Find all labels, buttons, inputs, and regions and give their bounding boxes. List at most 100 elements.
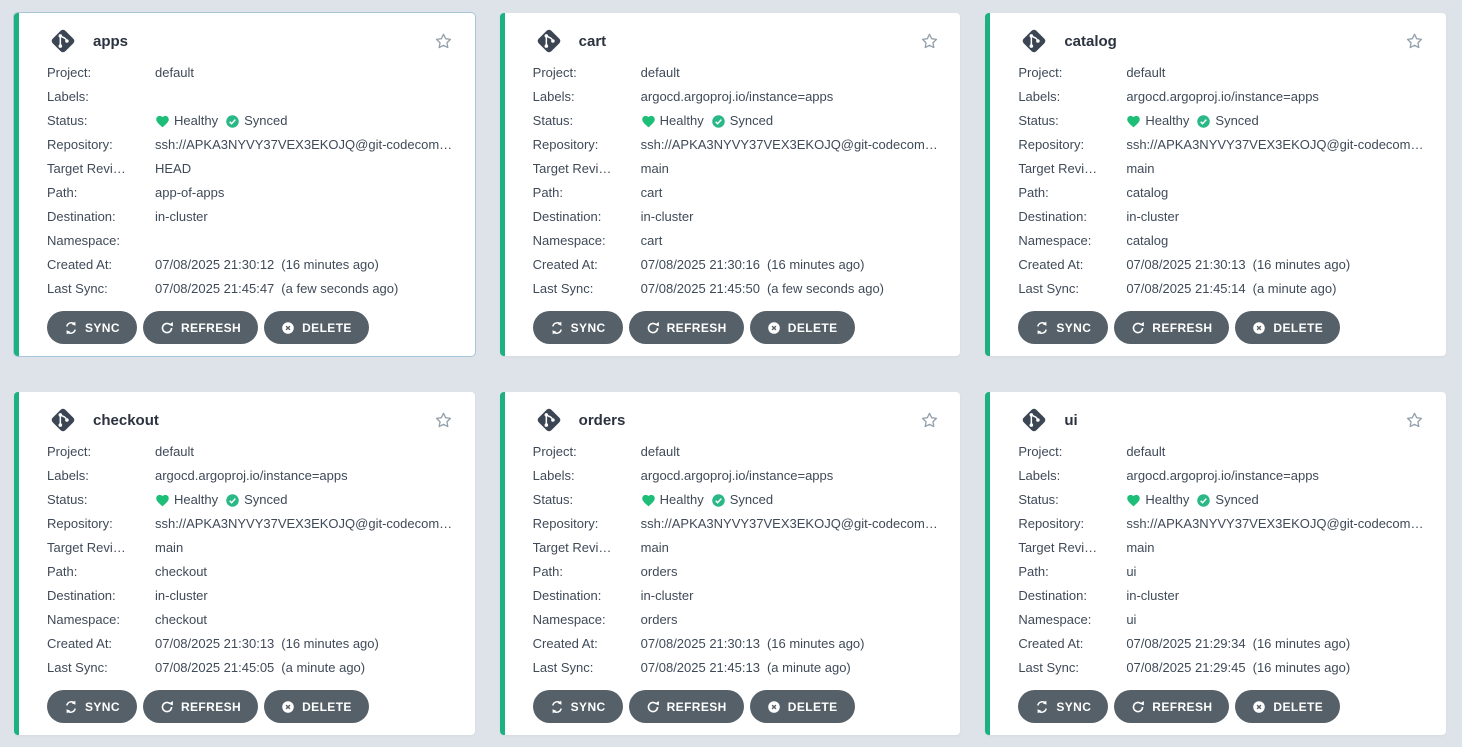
field-label-created-at: Created At:	[532, 636, 598, 651]
last-sync-datetime: 07/08/2025 21:45:05	[155, 660, 275, 675]
application-git-icon	[1018, 25, 1050, 57]
field-value-repository: ssh://APKA3NYVY37VEX3EKOJQ@git-codecom…	[155, 516, 453, 531]
health-status-text: Healthy	[659, 492, 704, 507]
field-label-last-sync: Last Sync:	[47, 660, 108, 675]
field-row-target-revision: Target Revi… HEAD	[47, 157, 455, 181]
delete-button[interactable]: DELETE	[264, 311, 369, 344]
delete-button[interactable]: DELETE	[749, 311, 855, 344]
refresh-button[interactable]: REFRESH	[628, 311, 744, 344]
health-status-text: Healthy	[1145, 492, 1190, 507]
field-label-target-revision: Target Revi…	[47, 540, 126, 555]
sync-button[interactable]: SYNC	[532, 690, 623, 723]
field-row-last-sync: Last Sync: 07/08/2025 21:45:14 (a minute…	[1018, 277, 1426, 301]
field-row-destination: Destination: in-cluster	[1018, 584, 1426, 608]
favorite-star-button[interactable]	[918, 30, 940, 52]
field-value-status: Healthy Synced	[1126, 109, 1426, 133]
favorite-star-button[interactable]	[433, 409, 455, 431]
field-label-path: Path:	[532, 564, 564, 579]
field-value-created-at: 07/08/2025 21:30:12 (16 minutes ago)	[155, 253, 455, 277]
sync-button[interactable]: SYNC	[1018, 311, 1109, 344]
field-value-namespace: orders	[640, 612, 678, 627]
field-value-repository: ssh://APKA3NYVY37VEX3EKOJQ@git-codecom…	[640, 516, 938, 531]
field-label-last-sync: Last Sync:	[1018, 660, 1080, 675]
field-label-target-revision: Target Revi…	[47, 161, 126, 176]
field-label-created-at: Created At:	[1018, 257, 1084, 272]
sync-button-label: SYNC	[85, 699, 120, 714]
field-row-namespace: Namespace: ui	[1018, 608, 1426, 632]
field-label-last-sync: Last Sync:	[532, 281, 594, 296]
favorite-star-button[interactable]	[433, 30, 455, 52]
refresh-icon	[1131, 700, 1145, 714]
field-value-path: ui	[1126, 564, 1137, 579]
delete-icon	[767, 321, 781, 335]
field-row-repository: Repository: ssh://APKA3NYVY37VEX3EKOJQ@g…	[1018, 133, 1426, 157]
field-value-target-revision: main	[640, 540, 669, 555]
health-heart-icon	[155, 114, 170, 129]
star-icon	[1404, 410, 1425, 431]
field-label-repository: Repository:	[532, 516, 599, 531]
field-value-project: default	[155, 65, 195, 80]
field-value-repository: ssh://APKA3NYVY37VEX3EKOJQ@git-codecom…	[1126, 516, 1424, 531]
field-label-destination: Destination:	[1018, 588, 1087, 603]
last-sync-datetime: 07/08/2025 21:45:47	[155, 281, 275, 296]
created-at-relative: (16 minutes ago)	[1252, 636, 1351, 651]
refresh-button[interactable]: REFRESH	[628, 690, 744, 723]
application-tile-apps[interactable]: apps Project: default Labels: Status:	[14, 13, 475, 356]
field-value-created-at: 07/08/2025 21:30:13 (16 minutes ago)	[1126, 253, 1426, 277]
favorite-star-button[interactable]	[1404, 30, 1426, 52]
field-value-created-at: 07/08/2025 21:29:34 (16 minutes ago)	[1126, 632, 1426, 656]
sync-button[interactable]: SYNC	[47, 690, 137, 723]
application-tile-orders[interactable]: orders Project: default Labels: argocd.a…	[499, 392, 961, 735]
created-at-datetime: 07/08/2025 21:30:13	[1126, 257, 1246, 272]
field-value-namespace: checkout	[155, 612, 208, 627]
delete-button-label: DELETE	[787, 699, 838, 714]
field-row-project: Project: default	[533, 61, 941, 85]
refresh-button[interactable]: REFRESH	[142, 690, 259, 723]
field-label-project: Project:	[1018, 444, 1063, 459]
field-label-path: Path:	[532, 185, 564, 200]
favorite-star-button[interactable]	[1404, 409, 1426, 431]
field-row-created-at: Created At: 07/08/2025 21:30:13 (16 minu…	[533, 632, 941, 656]
sync-button[interactable]: SYNC	[532, 311, 623, 344]
sync-button[interactable]: SYNC	[1018, 690, 1109, 723]
refresh-icon	[160, 321, 174, 335]
favorite-star-button[interactable]	[918, 409, 940, 431]
refresh-button[interactable]: REFRESH	[142, 311, 259, 344]
tile-actions: SYNC REFRESH DELETE	[47, 690, 455, 723]
sync-status-text: Synced	[244, 492, 288, 507]
field-label-labels: Labels:	[1018, 468, 1061, 483]
field-row-project: Project: default	[47, 61, 455, 85]
field-label-project: Project:	[47, 444, 92, 459]
delete-button[interactable]: DELETE	[264, 690, 369, 723]
field-row-destination: Destination: in-cluster	[533, 584, 941, 608]
field-row-labels: Labels: argocd.argoproj.io/instance=apps	[533, 464, 941, 488]
field-row-repository: Repository: ssh://APKA3NYVY37VEX3EKOJQ@g…	[533, 133, 941, 157]
application-tile-cart[interactable]: cart Project: default Labels: argocd.arg…	[499, 13, 961, 356]
field-value-repository: ssh://APKA3NYVY37VEX3EKOJQ@git-codecom…	[1126, 137, 1424, 152]
delete-button-label: DELETE	[1273, 320, 1324, 335]
synced-check-circle-icon	[1196, 493, 1211, 508]
field-value-destination: in-cluster	[640, 588, 694, 603]
field-value-last-sync: 07/08/2025 21:45:13 (a minute ago)	[641, 656, 941, 680]
field-row-status: Status: Healthy Synced	[1018, 488, 1426, 512]
application-tile-checkout[interactable]: checkout Project: default Labels: argocd…	[14, 392, 475, 735]
refresh-button[interactable]: REFRESH	[1114, 690, 1230, 723]
created-at-datetime: 07/08/2025 21:30:13	[640, 636, 760, 651]
field-value-last-sync: 07/08/2025 21:45:50 (a few seconds ago)	[641, 277, 941, 301]
field-label-repository: Repository:	[47, 137, 113, 152]
refresh-button[interactable]: REFRESH	[1114, 311, 1230, 344]
refresh-icon	[646, 700, 660, 714]
application-name: ui	[1064, 411, 1078, 429]
last-sync-relative: (16 minutes ago)	[1252, 660, 1351, 675]
delete-button[interactable]: DELETE	[1235, 311, 1341, 344]
last-sync-datetime: 07/08/2025 21:29:45	[1126, 660, 1246, 675]
synced-check-circle-icon	[225, 114, 240, 129]
sync-button-label: SYNC	[570, 699, 606, 714]
application-tile-catalog[interactable]: catalog Project: default Labels: argocd.…	[985, 13, 1446, 356]
field-row-namespace: Namespace:	[47, 229, 455, 253]
application-tile-ui[interactable]: ui Project: default Labels: argocd.argop…	[985, 392, 1446, 735]
field-value-status: Healthy Synced	[155, 488, 455, 512]
delete-button[interactable]: DELETE	[1235, 690, 1341, 723]
delete-button[interactable]: DELETE	[749, 690, 855, 723]
sync-button[interactable]: SYNC	[47, 311, 137, 344]
